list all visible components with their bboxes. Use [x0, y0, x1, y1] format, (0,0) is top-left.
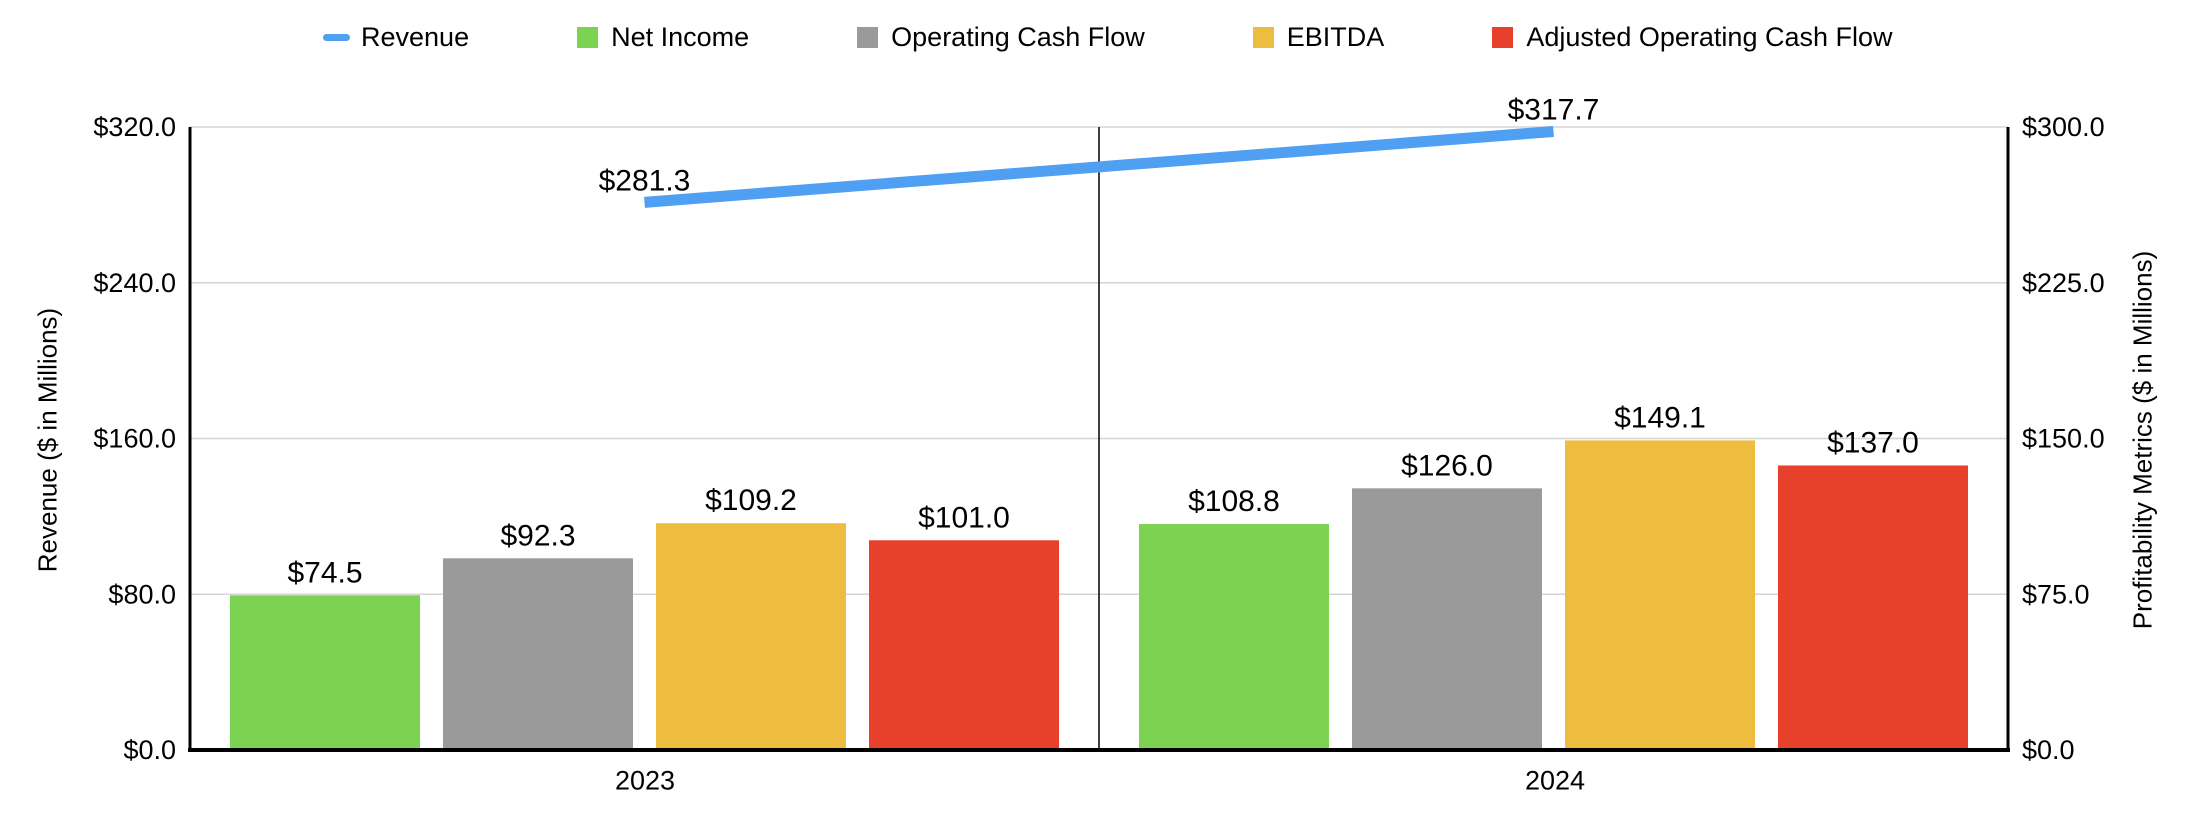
bar-value-label: $101.0	[918, 501, 1010, 534]
legend-label: Revenue	[361, 22, 470, 52]
bar-ebitda	[656, 523, 846, 750]
bar-value-label: $92.3	[500, 519, 575, 552]
line-value-label: $281.3	[599, 164, 691, 197]
left-axis-tick-label: $240.0	[93, 268, 176, 298]
bar-value-label: $149.1	[1614, 401, 1706, 434]
ebitda-swatch-icon	[1252, 26, 1274, 48]
bar-value-label: $137.0	[1827, 426, 1919, 459]
right-axis-tick-label: $150.0	[2022, 424, 2105, 454]
legend-label: Net Income	[611, 22, 750, 52]
left-axis-tick-label: $80.0	[108, 579, 176, 609]
net-income-swatch-icon	[577, 26, 599, 48]
legend-label: Operating Cash Flow	[891, 22, 1145, 52]
bar-net-income	[1139, 524, 1329, 750]
legend-item-revenue: Revenue	[323, 20, 469, 54]
bar-net-income	[230, 595, 420, 750]
right-axis-tick-label: $0.0	[2022, 735, 2075, 765]
x-category-label: 2023	[614, 765, 676, 796]
bar-ebitda	[1565, 440, 1755, 750]
legend-label: EBITDA	[1286, 22, 1385, 52]
bar-adjusted-operating-cash-flow	[1778, 465, 1968, 750]
bar-operating-cash-flow	[1352, 488, 1542, 750]
legend-item-ebitda: EBITDA	[1252, 20, 1385, 54]
left-axis-tick-label: $160.0	[93, 424, 176, 454]
bar-adjusted-operating-cash-flow	[869, 540, 1059, 750]
operating-cash-flow-swatch-icon	[857, 26, 879, 48]
adjusted-operating-cash-flow-swatch-icon	[1492, 26, 1514, 48]
line-value-label: $317.7	[1508, 93, 1600, 126]
bar-value-label: $109.2	[705, 484, 797, 517]
right-axis-tick-label: $225.0	[2022, 268, 2105, 298]
legend-item-operating-cash-flow: Operating Cash Flow	[857, 20, 1145, 54]
revenue-line	[644, 125, 1554, 208]
bar-value-label: $108.8	[1188, 485, 1280, 518]
bar-value-label: $74.5	[287, 556, 362, 589]
x-category-label: 2024	[1524, 765, 1586, 796]
left-axis-tick-label: $320.0	[93, 112, 176, 142]
bar-operating-cash-flow	[443, 558, 633, 750]
left-axis-tick-label: $0.0	[123, 735, 176, 765]
right-axis-tick-label: $300.0	[2022, 112, 2105, 142]
right-axis-tick-label: $75.0	[2022, 579, 2090, 609]
revenue-swatch-icon	[323, 33, 350, 41]
legend-item-net-income: Net Income	[577, 20, 749, 54]
bar-value-label: $126.0	[1401, 449, 1493, 482]
legend-label: Adjusted Operating Cash Flow	[1526, 22, 1893, 52]
legend-item-adjusted-operating-cash-flow: Adjusted Operating Cash Flow	[1492, 20, 1893, 54]
legend: Revenue Net Income Operating Cash Flow EBIT…	[323, 20, 1893, 54]
